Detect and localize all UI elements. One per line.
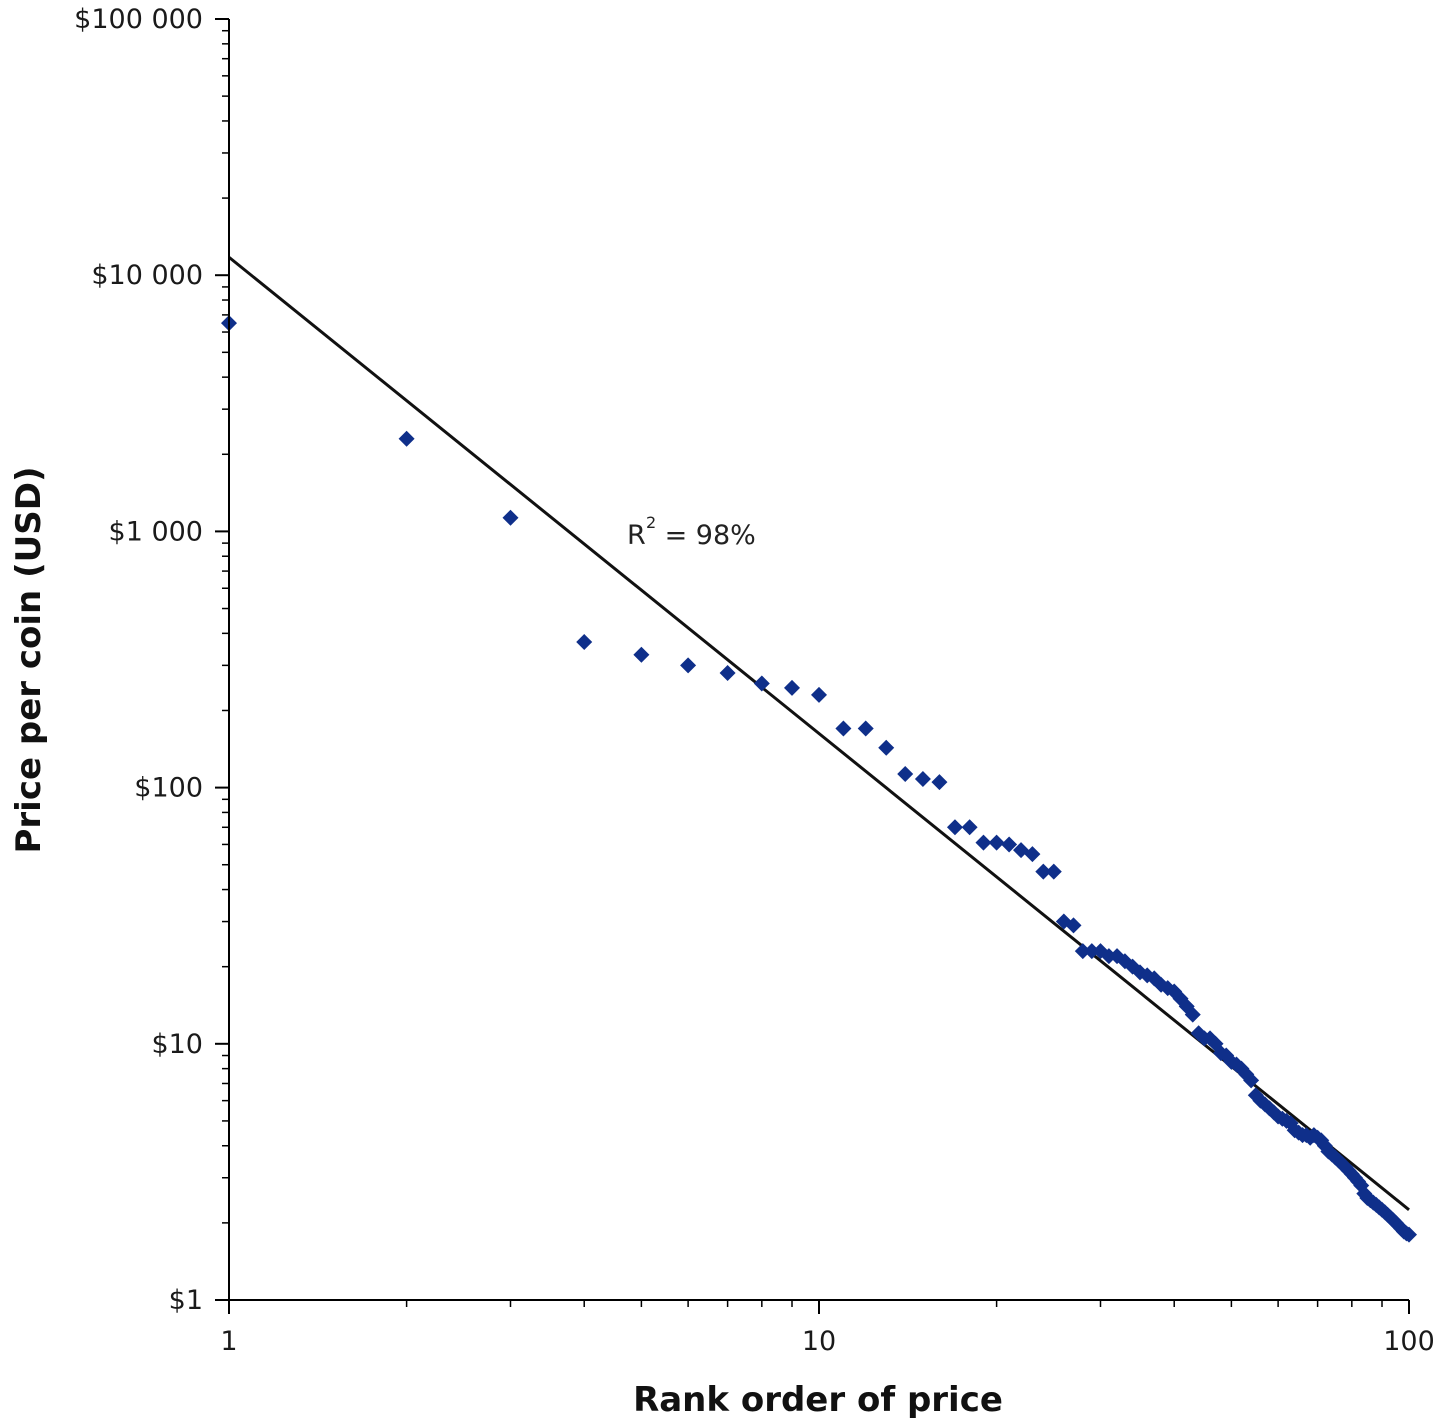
trendline-layer [228,256,1410,1211]
x-tick-label: 100 [1383,1326,1435,1357]
annotation-r-squared-superscript: 2 [646,513,656,532]
data-point [811,686,827,703]
y-tick-label: $10 000 [91,260,203,291]
data-point [931,774,948,791]
data-point [784,679,801,696]
data-point [1100,948,1117,965]
data-point [502,509,519,526]
y-tick-label: $1 [169,1285,203,1316]
axes [228,19,1409,1301]
y-axis-title: Price per coin (USD) [9,467,49,854]
data-point [1024,846,1041,863]
data-point [1013,842,1030,859]
data-point [1074,943,1091,960]
tick-labels: $1 $10 $100 $1 000 $10 000 $100 000 1 10 100 [74,4,1435,1357]
data-point [914,771,931,788]
x-axis-title: Rank order of price [633,1380,1003,1420]
data-point [946,819,963,836]
data-point [576,634,593,651]
annotation-r-squared-value: = 98% [656,520,756,551]
y-tick-label: $1 000 [109,516,203,547]
data-point [835,720,852,737]
marker-layer [221,315,1417,1243]
data-point [753,675,770,692]
tick-marks [215,18,1410,1314]
data-point [1045,863,1062,880]
data-point [1184,1006,1201,1023]
data-point [1401,1226,1417,1243]
data-point [633,646,650,663]
data-point [1035,863,1052,880]
x-tick-label: 1 [220,1326,237,1357]
data-point [897,766,914,783]
data-point [961,819,978,836]
data-point [680,657,697,674]
y-tick-label: $100 [134,773,203,804]
data-point [975,834,992,851]
annotation-r-squared-base: R [627,520,646,551]
data-point [1065,917,1082,934]
trendline [228,256,1410,1211]
y-tick-label: $10 [151,1029,203,1060]
data-point [719,665,736,682]
data-point [1001,836,1018,853]
data-point [988,834,1005,851]
data-point [878,739,895,756]
data-point [857,720,874,737]
data-point [398,430,415,447]
y-tick-label: $100 000 [74,4,203,35]
x-tick-label: 10 [802,1326,836,1357]
data-point [1083,943,1100,960]
data-point [1243,1072,1260,1089]
